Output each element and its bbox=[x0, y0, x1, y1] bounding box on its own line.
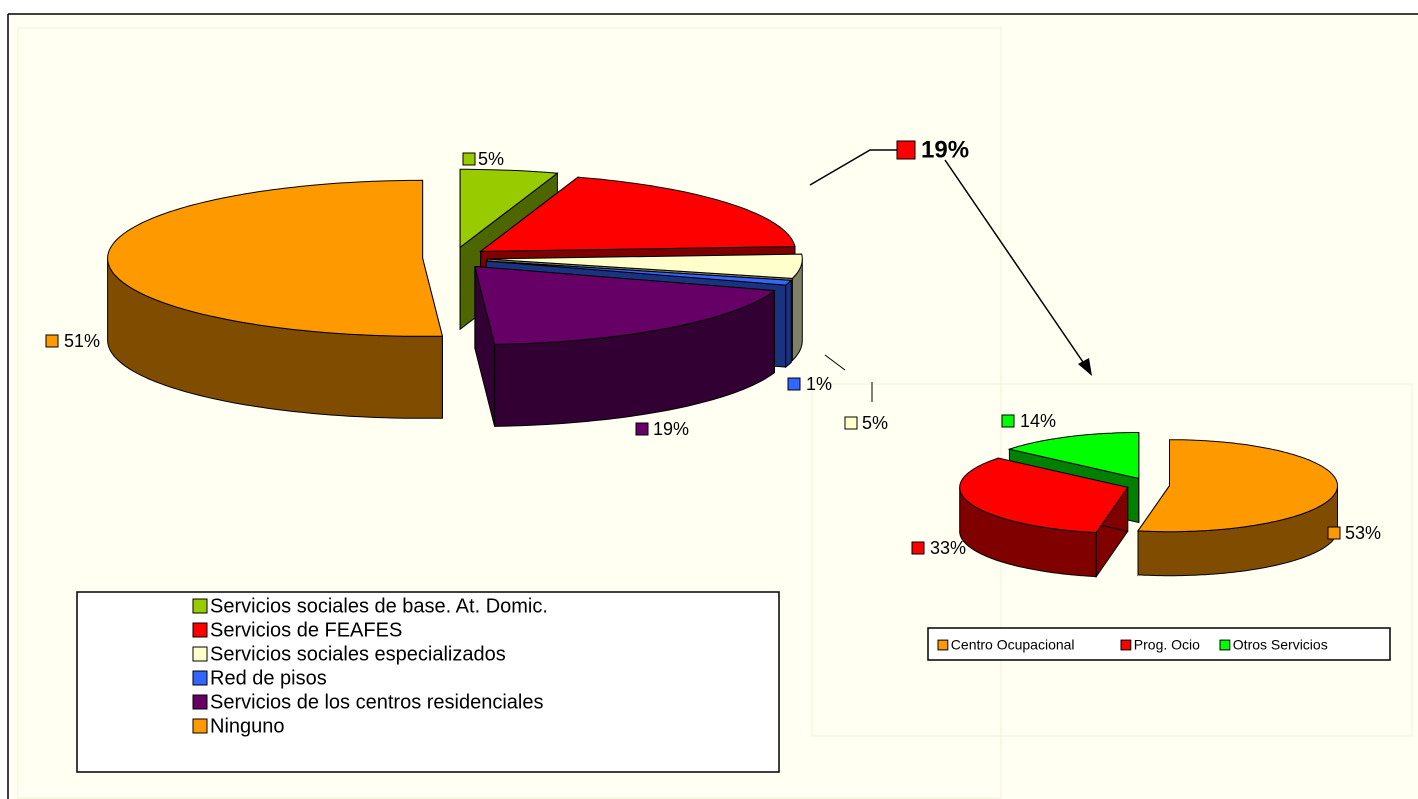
leader-line bbox=[809, 149, 897, 186]
legend-label: Ninguno bbox=[210, 715, 285, 737]
data-label: 5% bbox=[862, 413, 888, 433]
label-swatch bbox=[462, 152, 476, 166]
plot-area-2 bbox=[811, 383, 1413, 737]
label-swatch bbox=[911, 541, 925, 555]
legend-swatch bbox=[192, 646, 208, 662]
data-label: 14% bbox=[1020, 411, 1056, 431]
legend-label: Red de pisos bbox=[210, 667, 327, 689]
slice bbox=[474, 265, 776, 345]
legend-swatch bbox=[937, 639, 949, 651]
slice bbox=[959, 457, 1129, 534]
data-label: 19% bbox=[653, 419, 689, 439]
slice bbox=[479, 176, 796, 252]
legend bbox=[76, 591, 780, 773]
data-label: 51% bbox=[64, 331, 100, 351]
slice bbox=[487, 253, 803, 279]
legend-label: Servicios sociales de base. At. Domic. bbox=[210, 595, 548, 617]
labels: 5% 19% 5% 1% 19% 51% Servicios sociales de bas… bbox=[45, 136, 1381, 737]
legend-label: Prog. Ocio bbox=[1134, 637, 1200, 653]
legend-swatch bbox=[1219, 639, 1231, 651]
slice bbox=[486, 260, 793, 286]
legend-swatch bbox=[192, 694, 208, 710]
plot-area bbox=[17, 27, 1002, 799]
label-swatch bbox=[844, 416, 858, 430]
legend-label: Servicios de FEAFES bbox=[210, 619, 402, 641]
label-swatch bbox=[1327, 526, 1341, 540]
label-swatch bbox=[635, 422, 649, 436]
legend-swatch bbox=[192, 670, 208, 686]
legend-swatch bbox=[192, 718, 208, 734]
legend-label: Servicios sociales especializados bbox=[210, 643, 506, 665]
slice bbox=[1137, 439, 1338, 533]
slice bbox=[459, 168, 559, 249]
arrow-head bbox=[1078, 358, 1092, 376]
label-swatch bbox=[45, 334, 59, 348]
legend-swatch bbox=[192, 622, 208, 638]
slice bbox=[107, 179, 444, 337]
legend-label: Centro Ocupacional bbox=[951, 637, 1075, 653]
slice bbox=[1007, 432, 1140, 480]
legend bbox=[927, 627, 1391, 661]
slice-side bbox=[785, 279, 792, 369]
data-label: 1% bbox=[806, 374, 832, 394]
data-label: 5% bbox=[478, 149, 504, 169]
label-swatch bbox=[896, 140, 916, 160]
leader-line bbox=[824, 354, 846, 371]
label-swatch bbox=[1001, 414, 1015, 428]
pies bbox=[107, 168, 1338, 579]
legend-label: Servicios de los centros residenciales bbox=[210, 691, 544, 713]
legend-swatch bbox=[192, 598, 208, 614]
data-label: 53% bbox=[1345, 523, 1381, 543]
label-swatch bbox=[787, 377, 801, 391]
arrow bbox=[944, 159, 1086, 366]
legend-swatch bbox=[1120, 639, 1132, 651]
legend-label: Otros Servicios bbox=[1233, 637, 1328, 653]
data-label: 19% bbox=[921, 136, 969, 163]
data-label: 33% bbox=[930, 538, 966, 558]
